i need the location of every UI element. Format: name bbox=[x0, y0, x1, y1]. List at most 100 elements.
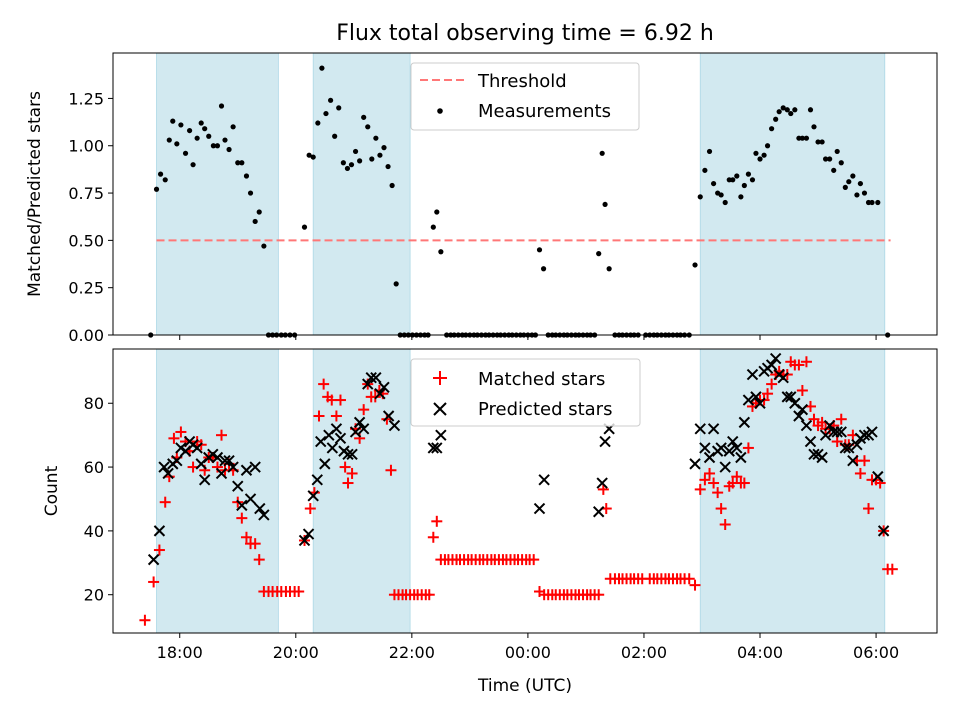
measurement-point bbox=[854, 192, 860, 198]
top-axes-frame bbox=[112, 52, 938, 336]
measurement-point bbox=[769, 126, 775, 132]
predicted-star-point bbox=[382, 410, 395, 422]
y-tick-label: 80 bbox=[84, 394, 104, 413]
matched-star-point bbox=[683, 573, 695, 585]
matched-star-point bbox=[800, 356, 812, 368]
measurement-point bbox=[210, 143, 216, 149]
x-axis-label: Time (UTC) bbox=[477, 676, 572, 696]
top-legend: Threshold Measurements bbox=[410, 62, 640, 131]
observing-window-2 bbox=[312, 52, 411, 336]
matched-star-point bbox=[175, 426, 187, 438]
measurement-point bbox=[261, 243, 267, 249]
measurement-point bbox=[222, 137, 228, 143]
predicted-star-point bbox=[877, 525, 890, 537]
matched-star-point bbox=[808, 413, 820, 425]
measurement-point bbox=[170, 118, 176, 124]
measurement-point bbox=[319, 65, 325, 71]
measurement-point bbox=[357, 158, 363, 164]
measurement-point bbox=[706, 148, 713, 155]
measurement-point bbox=[430, 224, 436, 230]
y-tick-label: 0.50 bbox=[68, 231, 104, 250]
predicted-star-point bbox=[808, 448, 820, 461]
matched-star-point bbox=[742, 442, 754, 454]
measurement-point bbox=[235, 160, 241, 166]
matched-star-point bbox=[719, 519, 731, 531]
matched-star-point bbox=[863, 503, 875, 515]
measurement-point bbox=[697, 194, 703, 200]
predicted-star-point bbox=[538, 474, 550, 486]
matched-star-point bbox=[153, 544, 165, 556]
matched-star-point bbox=[431, 515, 443, 527]
measurement-point bbox=[438, 249, 444, 255]
chart-title: Flux total observing time = 6.92 h bbox=[336, 21, 714, 46]
predicted-star-point bbox=[835, 426, 847, 438]
predicted-star-point bbox=[353, 416, 366, 429]
predicted-star-point bbox=[816, 451, 828, 464]
matched-star-point bbox=[216, 429, 228, 441]
measurement-point bbox=[784, 107, 790, 113]
matched-star-point bbox=[240, 531, 252, 543]
predicted-star-point bbox=[731, 442, 743, 454]
predicted-star-point bbox=[311, 474, 323, 486]
measurement-point bbox=[869, 199, 875, 206]
matched-star-point bbox=[334, 394, 346, 406]
predicted-star-point bbox=[215, 467, 228, 480]
matched-star-point bbox=[704, 467, 716, 479]
predicted-star-point bbox=[378, 381, 390, 393]
predicted-star-point bbox=[357, 423, 370, 435]
predicted-star-point bbox=[249, 461, 261, 473]
measurement-point bbox=[834, 148, 840, 155]
x-tick-label: 20:00 bbox=[273, 643, 319, 662]
x-tick-label: 22:00 bbox=[389, 643, 435, 662]
predicted-star-point bbox=[742, 394, 755, 406]
observing-window-3 bbox=[699, 52, 886, 336]
predicted-star-point bbox=[800, 419, 813, 432]
observing-window-1 bbox=[156, 348, 279, 634]
measurement-point bbox=[348, 162, 355, 168]
measurement-point bbox=[434, 209, 440, 215]
matched-star-point bbox=[712, 487, 724, 499]
predicted-star-point bbox=[596, 477, 608, 489]
measurement-point bbox=[377, 152, 383, 158]
measurement-point bbox=[815, 139, 821, 145]
measurement-point bbox=[243, 173, 250, 179]
measurement-point bbox=[162, 177, 168, 183]
predicted-star-point bbox=[435, 429, 447, 441]
top-x-axis-ticks bbox=[179, 335, 877, 340]
measurement-point bbox=[214, 143, 221, 149]
predicted-star-point bbox=[244, 493, 257, 505]
observing-window-1 bbox=[156, 52, 279, 336]
legend-measurements-swatch bbox=[437, 108, 443, 114]
measurement-point bbox=[710, 180, 717, 187]
predicted-star-point bbox=[785, 391, 797, 403]
measurement-point bbox=[596, 251, 602, 257]
measurement-point bbox=[875, 199, 881, 206]
predicted-star-point bbox=[777, 372, 789, 384]
predicted-star-point bbox=[866, 426, 878, 438]
legend-matched-swatch bbox=[433, 371, 447, 385]
matched-star-point bbox=[253, 554, 265, 566]
measurement-point bbox=[846, 179, 852, 185]
measurement-point bbox=[753, 150, 759, 156]
matched-star-point bbox=[358, 404, 370, 416]
measurement-point bbox=[827, 156, 833, 162]
matched-star-point bbox=[593, 589, 605, 601]
predicted-star-point bbox=[754, 397, 766, 409]
legend-predicted-label: Predicted stars bbox=[478, 399, 612, 420]
measurement-point bbox=[226, 146, 232, 153]
matched-star-point bbox=[339, 461, 351, 473]
predicted-star-point bbox=[302, 528, 315, 540]
predicted-star-point bbox=[315, 435, 327, 448]
predicted-star-point bbox=[349, 426, 362, 438]
predicted-star-point bbox=[254, 502, 266, 515]
y-tick-label: 0.00 bbox=[68, 326, 104, 345]
matched-star-point bbox=[731, 471, 743, 483]
predicted-star-point bbox=[334, 432, 347, 445]
measurement-point bbox=[702, 167, 708, 173]
predicted-star-point bbox=[592, 506, 605, 518]
measurement-point bbox=[734, 173, 740, 179]
predicted-star-point bbox=[258, 509, 270, 521]
predicted-star-point bbox=[370, 372, 382, 384]
predicted-star-point bbox=[851, 439, 863, 451]
measurement-point bbox=[822, 156, 829, 162]
